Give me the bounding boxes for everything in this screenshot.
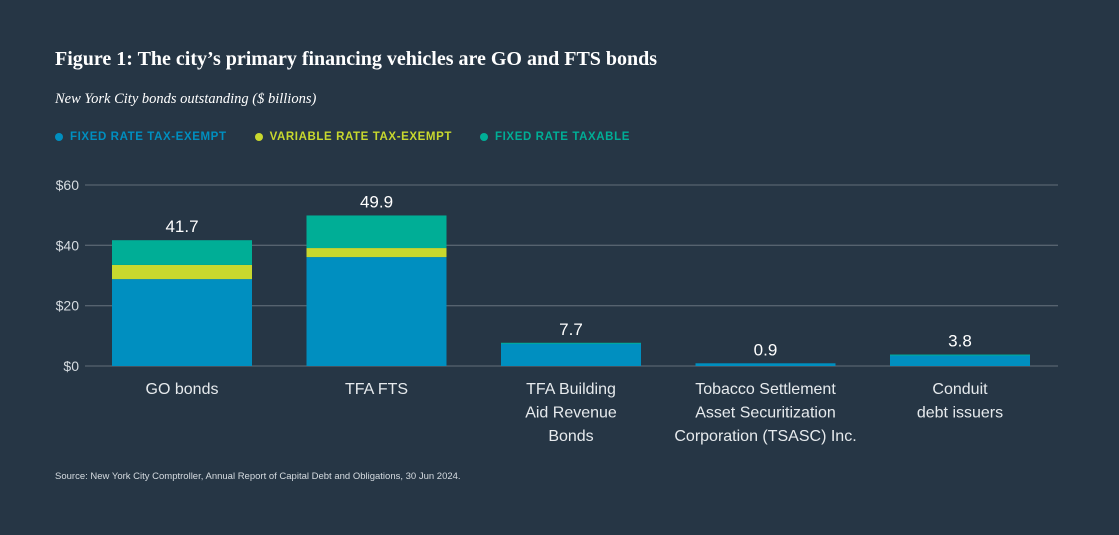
- legend-item-fixed-tax-exempt: FIXED RATE TAX-EXEMPT: [55, 131, 227, 143]
- bar-segment: [112, 264, 252, 280]
- bar-segment: [890, 354, 1030, 356]
- legend-label: FIXED RATE TAX-EXEMPT: [70, 131, 227, 143]
- data-label: 49.9: [360, 192, 393, 211]
- legend-swatch: [480, 133, 489, 141]
- bar-segment: [306, 248, 447, 258]
- bar-segment: [501, 342, 641, 344]
- x-tick-label: TFA FTS: [345, 381, 408, 398]
- bar-segment: [112, 240, 252, 265]
- data-label: 7.7: [559, 320, 583, 339]
- y-tick-label: $0: [63, 358, 79, 374]
- y-tick-label: $20: [56, 298, 80, 314]
- x-tick-label: Asset Securitization: [695, 405, 836, 422]
- x-tick-label: GO bonds: [146, 381, 219, 398]
- legend-swatch: [55, 133, 63, 141]
- legend-item-fixed-taxable: FIXED RATE TAXABLE: [480, 131, 630, 143]
- data-label: 0.9: [754, 340, 778, 359]
- bar-segment: [501, 343, 641, 366]
- bar-segment: [306, 215, 447, 249]
- x-tick-label: Bonds: [548, 428, 593, 445]
- x-tick-label: Conduit: [932, 381, 988, 398]
- x-tick-label: Corporation (TSASC) Inc.: [674, 428, 856, 445]
- legend-label: VARIABLE RATE TAX-EXEMPT: [269, 131, 453, 143]
- y-tick-label: $40: [56, 237, 80, 253]
- legend-label: FIXED RATE TAXABLE: [495, 131, 630, 143]
- source-note: Source: New York City Comptroller, Annua…: [55, 471, 461, 482]
- legend-swatch: [254, 133, 263, 141]
- x-tick-label: Tobacco Settlement: [695, 381, 836, 398]
- data-label: 41.7: [165, 217, 198, 236]
- chart-title: Figure 1: The city’s primary financing v…: [55, 48, 658, 70]
- legend: FIXED RATE TAX-EXEMPT VARIABLE RATE TAX-…: [55, 131, 630, 143]
- bar-segment: [112, 279, 252, 366]
- bar-segment: [695, 363, 836, 366]
- chart-subtitle: New York City bonds outstanding ($ billi…: [55, 91, 317, 107]
- bar-segment: [306, 257, 447, 366]
- x-tick-label: TFA Building: [526, 381, 616, 398]
- x-tick-label: Aid Revenue: [525, 405, 617, 422]
- bar-segment: [890, 354, 1030, 366]
- y-tick-label: $60: [56, 177, 80, 193]
- data-label: 3.8: [948, 332, 972, 351]
- legend-item-variable-tax-exempt: VARIABLE RATE TAX-EXEMPT: [254, 131, 453, 143]
- x-tick-label: debt issuers: [917, 405, 1003, 422]
